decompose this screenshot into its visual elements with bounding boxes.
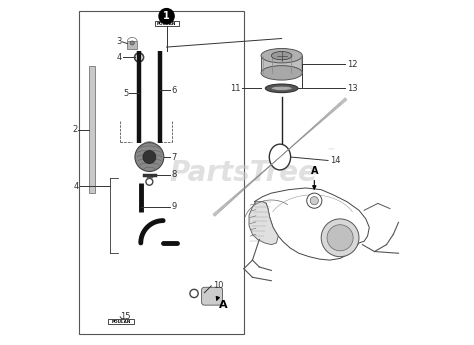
- Circle shape: [159, 9, 174, 24]
- Text: POULAN: POULAN: [157, 22, 176, 26]
- Ellipse shape: [271, 86, 292, 90]
- Circle shape: [135, 142, 164, 171]
- Text: PartsTree: PartsTree: [170, 158, 318, 187]
- Circle shape: [130, 41, 134, 45]
- Text: 11: 11: [230, 84, 240, 93]
- Circle shape: [146, 178, 153, 185]
- Ellipse shape: [261, 66, 302, 80]
- Text: 4: 4: [73, 182, 79, 191]
- Ellipse shape: [271, 51, 292, 60]
- Ellipse shape: [269, 144, 291, 170]
- FancyBboxPatch shape: [201, 287, 223, 305]
- Circle shape: [190, 289, 198, 298]
- Text: 14: 14: [330, 156, 340, 165]
- Text: 2: 2: [72, 125, 77, 134]
- Bar: [89, 66, 95, 193]
- Text: 9: 9: [172, 203, 177, 211]
- Text: 12: 12: [347, 60, 357, 69]
- Text: 3: 3: [117, 37, 122, 47]
- Circle shape: [143, 150, 156, 164]
- Text: 10: 10: [213, 282, 223, 290]
- Text: A: A: [310, 166, 318, 176]
- Circle shape: [135, 53, 144, 62]
- Circle shape: [307, 193, 322, 208]
- Bar: [79, 11, 244, 334]
- Text: 1: 1: [163, 11, 170, 21]
- Polygon shape: [249, 202, 278, 245]
- Text: POULAN: POULAN: [111, 319, 131, 324]
- Text: 4: 4: [117, 53, 122, 62]
- Circle shape: [310, 197, 319, 205]
- Text: 7: 7: [172, 152, 177, 161]
- Ellipse shape: [261, 48, 302, 63]
- Bar: [261, 56, 302, 73]
- Bar: [108, 319, 134, 324]
- Bar: [155, 21, 179, 27]
- Circle shape: [327, 225, 353, 251]
- Bar: [128, 41, 137, 49]
- Text: 5: 5: [124, 89, 129, 98]
- Circle shape: [321, 219, 359, 257]
- Text: ™: ™: [326, 147, 335, 156]
- Ellipse shape: [265, 84, 298, 92]
- Polygon shape: [254, 188, 369, 260]
- Text: 8: 8: [172, 170, 177, 179]
- Text: A: A: [219, 300, 228, 310]
- Text: 15: 15: [120, 312, 131, 321]
- Text: 13: 13: [347, 84, 357, 93]
- Text: 6: 6: [172, 86, 177, 95]
